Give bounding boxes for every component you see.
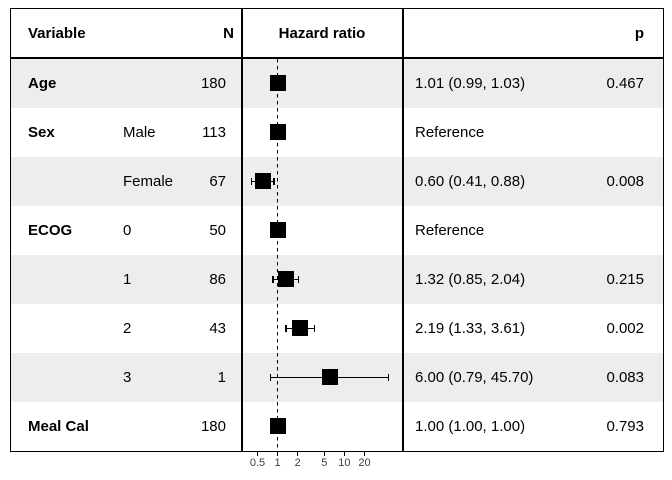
ci-cap-left [251,177,253,185]
ci-cap-left [285,324,287,332]
axis-tick-label: 2 [294,456,301,469]
variable-cell [28,304,123,353]
axis-tick-label: 20 [358,456,371,469]
variable-cell [28,353,123,402]
p-cell: 0.008 [606,172,644,190]
axis-tick [323,452,325,456]
hr-marker-square [292,320,309,337]
axis-tick-label: 5 [321,456,328,469]
p-cell [566,206,644,255]
n-cell: 180 [200,417,226,435]
plot-cell [242,206,402,255]
header-separator [11,57,663,59]
hr-marker-square [277,271,294,288]
estimate-cell: 1.01 (0.99, 1.03) [415,74,526,92]
level-cell: 0 [123,221,132,239]
table-row: Female 67 0.60 (0.41, 0.88) 0.008 [11,156,663,206]
estimate-cell: 0.60 (0.41, 0.88) [415,172,526,190]
hr-marker-square [269,124,286,141]
plot-cell [242,304,402,353]
plot-cell [242,255,402,304]
variable-cell: Age [28,74,57,92]
axis-tick [297,452,299,456]
ci-cap-right [387,373,390,381]
plot-cell [242,108,402,157]
p-cell: 0.002 [606,319,644,337]
variable-cell [28,255,123,304]
variable-cell: Meal Cal [28,417,89,435]
header-n: N [223,24,234,42]
ci-cap-right [273,177,275,185]
table-header: Variable N Hazard ratio p [11,9,663,57]
n-cell: 50 [209,221,226,239]
n-cell: 67 [209,172,226,190]
estimate-cell: Reference [415,123,485,141]
estimate-cell: 1.32 (0.85, 2.04) [415,270,526,288]
axis-tick-label: 10 [338,456,351,469]
column-divider-left [241,9,243,451]
table-row: 2 43 2.19 (1.33, 3.61) 0.002 [11,304,663,353]
table-body: Age 180 1.01 (0.99, 1.03) 0.467 Sex Male 113 Re… [11,58,663,452]
axis-tick [257,452,258,456]
p-cell: 0.467 [606,74,644,92]
n-cell: 180 [200,74,226,92]
variable-cell [28,157,123,206]
hr-marker-square [269,418,286,435]
header-hazard-ratio: Hazard ratio [278,24,366,42]
n-cell: 1 [217,368,226,386]
estimate-cell: Reference [415,221,485,239]
column-divider-right [402,9,404,451]
forest-table: Variable N Hazard ratio p Age 180 1.01 (0.… [10,8,664,452]
axis-tick-label: 0.5 [249,456,266,469]
hr-marker-square [269,75,286,92]
hr-marker-square [254,173,271,190]
plot-cell [242,402,402,451]
table-row: Meal Cal 180 1.00 (1.00, 1.00) 0.793 [11,402,663,451]
plot-cell [242,59,402,108]
reference-line [277,58,279,451]
table-row: 3 1 6.00 (0.79, 45.70) 0.083 [11,352,663,402]
table-row: Age 180 1.01 (0.99, 1.03) 0.467 [11,58,663,108]
ci-cap-right [314,324,316,332]
table-row: ECOG 0 50 Reference [11,206,663,255]
hr-marker-square [269,222,286,239]
plot-cell [242,157,402,206]
level-cell: 2 [123,319,132,337]
n-cell: 86 [209,270,226,288]
p-cell: 0.215 [606,270,644,288]
hr-marker-square [321,369,338,386]
level-cell: Female [123,172,174,190]
table-row: Sex Male 113 Reference [11,108,663,157]
axis-tick [277,452,279,456]
axis-tick-label: 1 [274,456,281,469]
x-axis: 0.5 1 2 5 10 20 [242,452,402,478]
table-row: 1 86 1.32 (0.85, 2.04) 0.215 [11,254,663,304]
axis-tick [343,452,345,456]
p-cell: 0.083 [606,368,644,386]
estimate-cell: 6.00 (0.79, 45.70) [415,368,534,386]
estimate-cell: 2.19 (1.33, 3.61) [415,319,526,337]
level-cell: 3 [123,368,132,386]
variable-cell: ECOG [28,221,73,239]
ci-cap-left [272,275,274,283]
ci-cap-right [297,275,299,283]
level-cell: Male [123,123,156,141]
variable-cell: Sex [28,123,55,141]
plot-cell [242,353,402,402]
n-cell: 113 [202,123,226,141]
ci-cap-left [270,373,272,381]
estimate-cell: 1.00 (1.00, 1.00) [415,417,526,435]
axis-tick [364,452,365,456]
level-cell: 1 [123,270,132,288]
n-cell: 43 [209,319,226,337]
header-p: p [634,24,644,42]
header-variable: Variable [28,24,86,42]
p-cell [566,108,644,157]
p-cell: 0.793 [606,417,644,435]
